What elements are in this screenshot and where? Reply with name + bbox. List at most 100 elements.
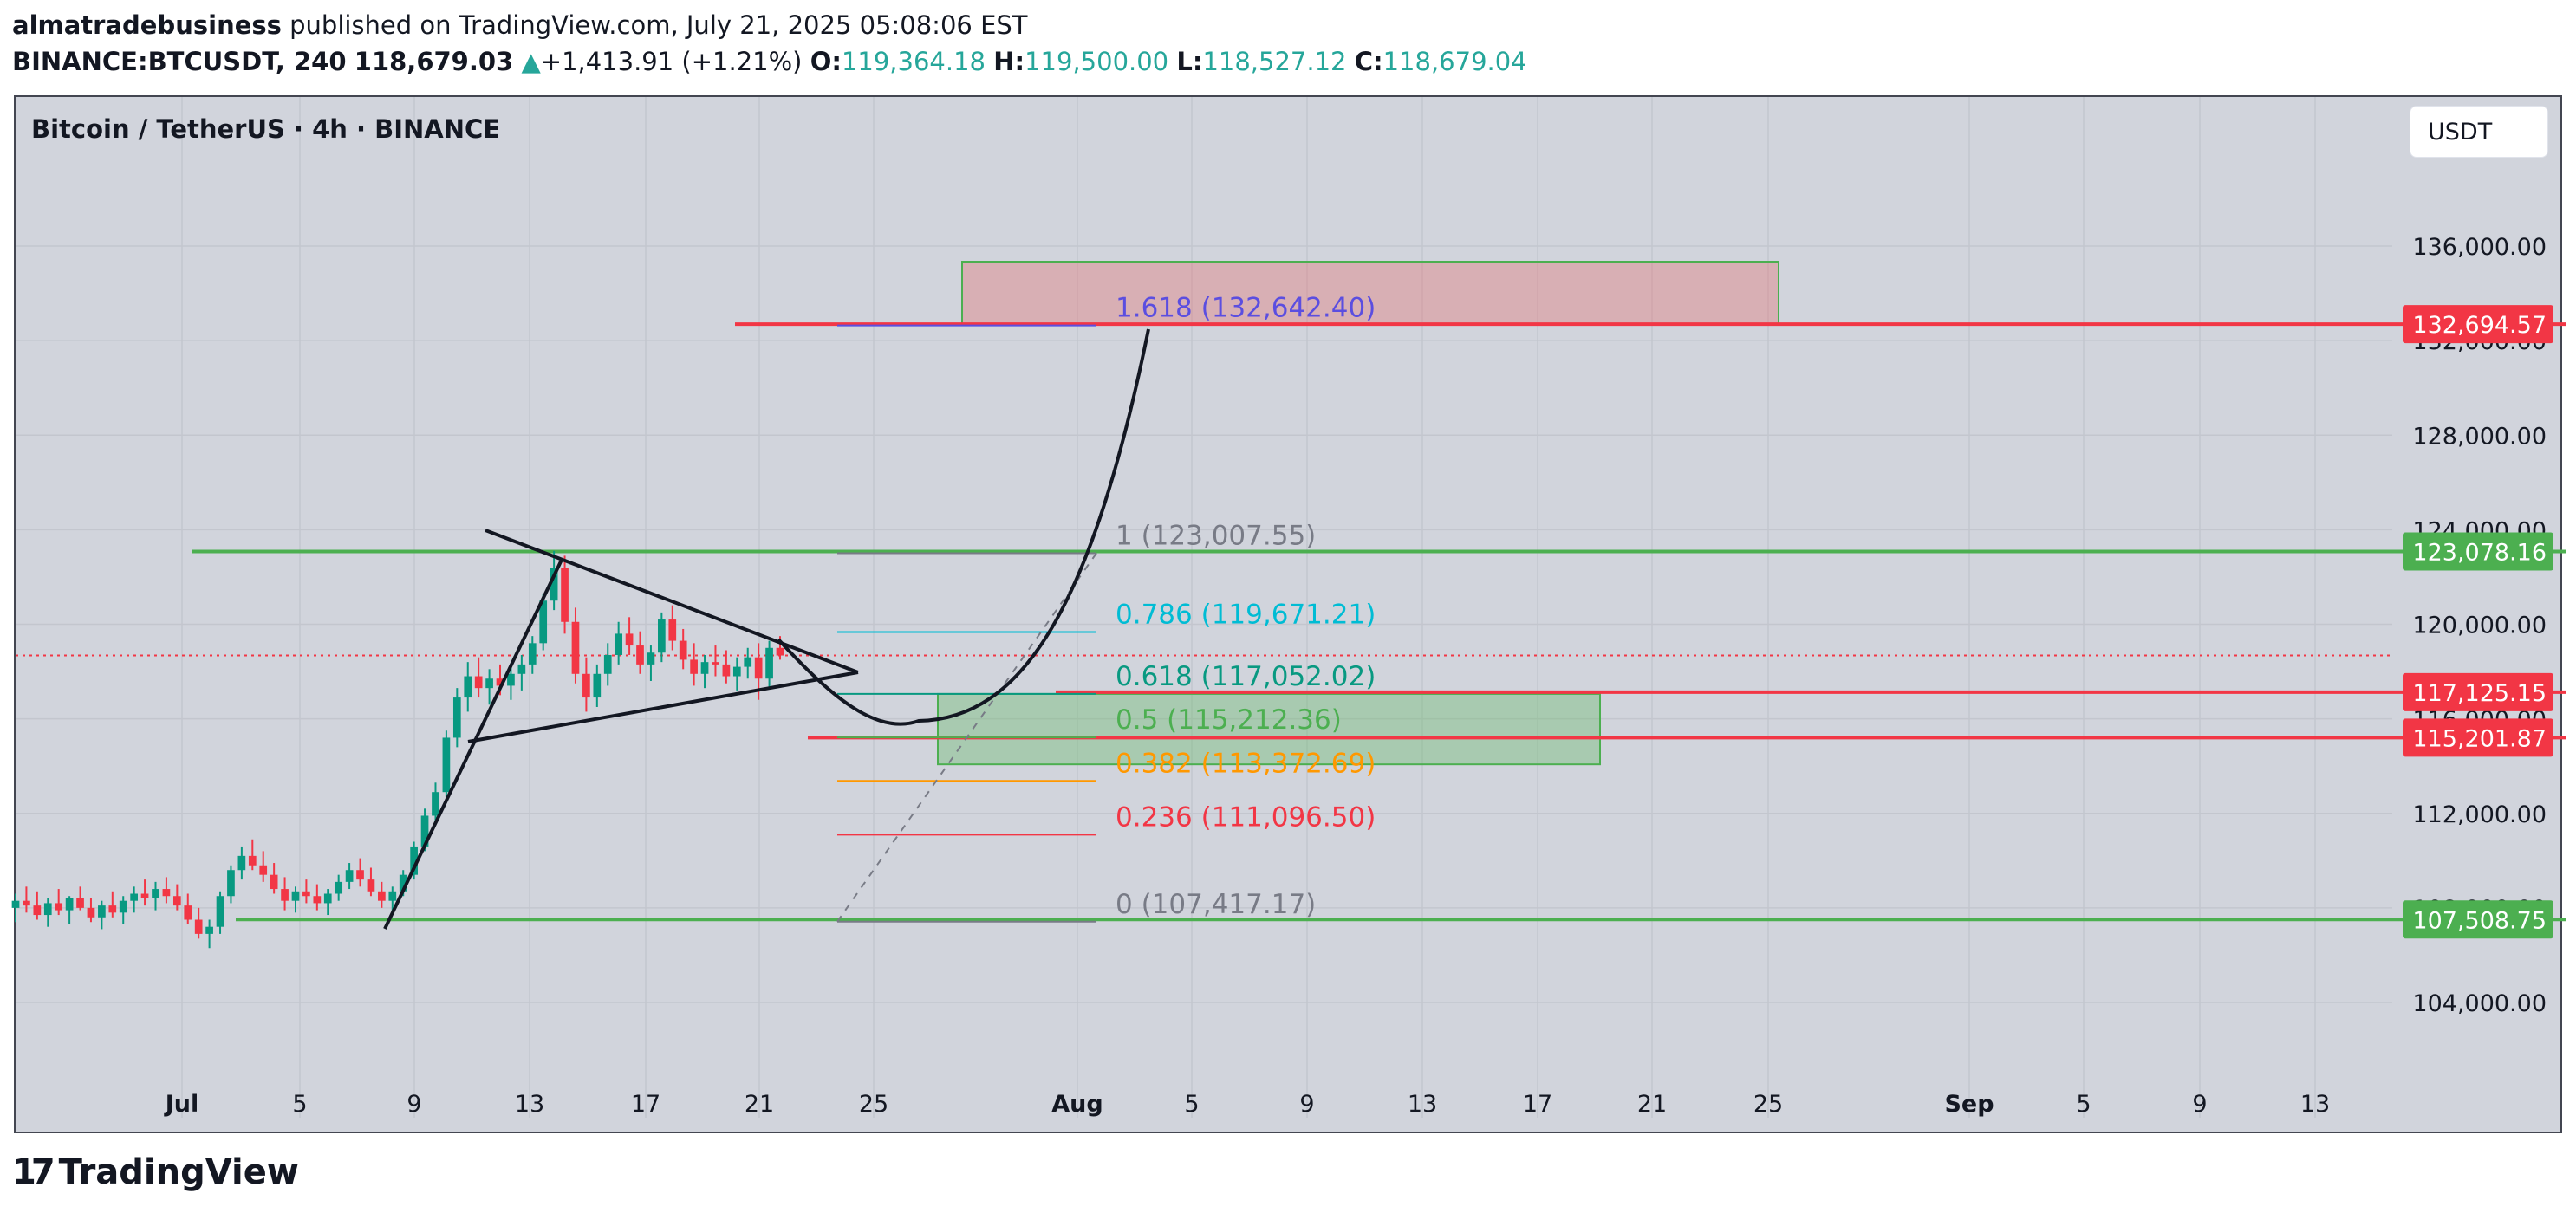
candle-body [647, 652, 655, 665]
candle-body [270, 874, 278, 890]
price-tag [2403, 532, 2553, 571]
candle-body [474, 676, 483, 689]
candle-body [205, 926, 213, 934]
target-zone[interactable] [961, 261, 1779, 325]
candle-body [323, 893, 332, 904]
candle-body [130, 893, 138, 901]
chart-frame[interactable] [14, 95, 2562, 1133]
support-zone[interactable] [937, 692, 1601, 766]
candle-body [281, 889, 289, 901]
high-label: H: [993, 47, 1025, 76]
candle-body [248, 855, 257, 866]
candle-body [464, 676, 472, 698]
logo-text: TradingView [58, 1152, 299, 1192]
triangle-upper-line[interactable] [485, 529, 859, 674]
candle-body [76, 898, 84, 908]
candle-body [507, 673, 515, 686]
fib-trend-line [836, 552, 1097, 923]
price-tag-label: 107,508.75 [2412, 907, 2547, 934]
candle-body [571, 621, 580, 674]
fib-label-0.382: 0.382 (113,372.69) [1116, 748, 1376, 779]
fib-label-1.618: 1.618 (132,642.40) [1116, 293, 1376, 324]
candle-body [722, 664, 731, 677]
candle-body [658, 619, 666, 653]
candle-body [496, 678, 504, 686]
low-label: L: [1176, 47, 1203, 76]
chart-title: Bitcoin / TetherUS · 4h · BINANCE [31, 114, 501, 144]
candle-body [690, 659, 698, 674]
candle-body [388, 891, 397, 901]
price-tag [2403, 672, 2553, 711]
candle-body [152, 889, 159, 898]
fib-label-1: 1 (123,007.55) [1116, 520, 1316, 551]
fib-label-0.618: 0.618 (117,052.02) [1116, 661, 1376, 692]
candle-body [561, 568, 569, 622]
price-tag-label: 123,078.16 [2412, 540, 2547, 567]
candle-body [539, 600, 548, 644]
x-axis-tick: 13 [1408, 1091, 1437, 1118]
y-axis-tick: 128,000.00 [2412, 423, 2547, 450]
candle-body [603, 654, 612, 674]
candle-body [754, 657, 763, 679]
candle-body [442, 737, 451, 793]
candle-body [399, 874, 407, 892]
candle-body [432, 792, 439, 816]
x-axis-tick: 21 [745, 1091, 774, 1118]
candle-body [378, 891, 386, 901]
candle-body [485, 678, 493, 689]
x-axis-tick: 9 [407, 1091, 421, 1118]
x-axis-tick: 5 [2076, 1091, 2091, 1118]
candle-body [356, 870, 364, 880]
projection-curve[interactable] [777, 328, 1150, 726]
ohlc-line: BINANCE:BTCUSDT, 240 118,679.03 ▲+1,413.… [12, 47, 1527, 76]
candle-body [227, 870, 235, 897]
candle-body [367, 879, 375, 892]
candle-body [162, 889, 171, 897]
y-axis-tick: 104,000.00 [2412, 990, 2547, 1017]
candle-body [194, 919, 203, 934]
price-tag [2403, 718, 2553, 757]
price-tag [2403, 305, 2553, 344]
candle-body [119, 900, 127, 913]
candle-body [636, 645, 644, 665]
candle-body [679, 640, 687, 660]
candle-body [172, 896, 181, 906]
tradingview-logo[interactable]: 17 TradingView [12, 1152, 299, 1192]
candle-body [108, 905, 117, 913]
low-value: 118,527.12 [1202, 47, 1347, 76]
x-axis-tick: Aug [1051, 1091, 1103, 1118]
x-axis-tick: 25 [1753, 1091, 1783, 1118]
candle-body [420, 815, 429, 847]
x-axis-tick: 9 [2192, 1091, 2207, 1118]
up-arrow-icon: ▲ [521, 47, 541, 76]
candle-body [528, 643, 537, 665]
candle-body [23, 900, 30, 906]
candle-body [517, 664, 526, 674]
x-axis-tick: 13 [515, 1091, 544, 1118]
x-axis-tick: 9 [1299, 1091, 1314, 1118]
trendline-rise[interactable] [383, 559, 563, 930]
triangle-lower-line[interactable] [467, 671, 859, 743]
open-label: O: [810, 47, 842, 76]
x-axis-tick: 5 [292, 1091, 307, 1118]
open-value: 119,364.18 [841, 47, 986, 76]
candle-body [33, 905, 42, 916]
candle-body [291, 891, 300, 901]
candle-body [87, 907, 95, 918]
fib-label-0.5: 0.5 (115,212.36) [1116, 704, 1342, 736]
candle-body [65, 898, 74, 911]
price-tag-label: 132,694.57 [2412, 312, 2547, 339]
last-price: 118,679.03 [354, 47, 514, 76]
x-axis-tick: 17 [631, 1091, 660, 1118]
candle-body [776, 647, 784, 656]
author-name[interactable]: almatradebusiness [12, 10, 282, 40]
candle-body [712, 662, 719, 665]
price-tag [2403, 900, 2553, 939]
price-tag-label: 115,201.87 [2412, 725, 2547, 752]
candle-body [302, 891, 310, 897]
currency-selector[interactable]: USDT [2410, 106, 2548, 158]
candle-body [615, 633, 623, 655]
candle-body [11, 900, 20, 908]
y-axis-tick: 136,000.00 [2412, 234, 2547, 261]
